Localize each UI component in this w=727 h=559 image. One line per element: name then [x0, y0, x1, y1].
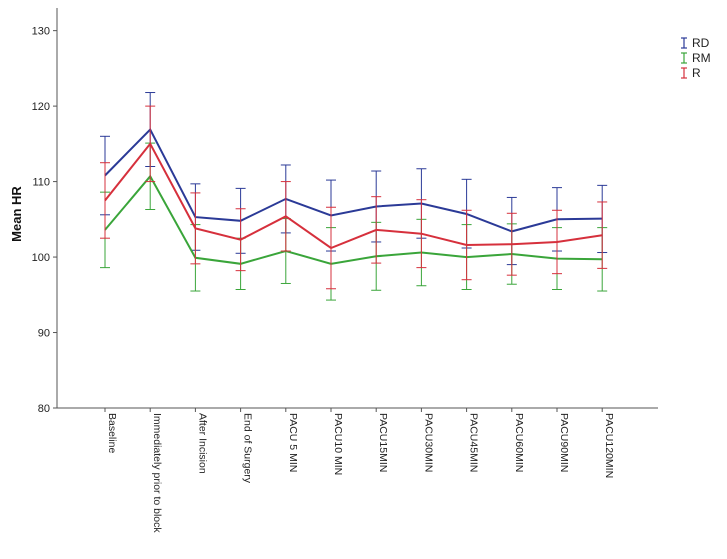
x-tick-label: PACU10 MIN: [332, 413, 344, 475]
series-R: [100, 105, 608, 290]
y-tick-label: 100: [32, 252, 50, 264]
x-tick-label: PACU90MIN: [558, 413, 570, 472]
x-tick-label: PACU45MIN: [468, 413, 480, 472]
x-tick-label: Immediately prior to block: [151, 413, 163, 533]
x-tick-label: PACU60MIN: [513, 413, 525, 472]
series-line: [104, 141, 603, 250]
x-tick-label: PACU 5 MIN: [287, 413, 299, 472]
series-layer: [100, 92, 608, 301]
y-tick-label: 90: [38, 328, 50, 340]
series-RM: [100, 142, 608, 301]
axes: 80 90 100 110 120 130 Baseline Immediately prio…: [32, 8, 658, 533]
series-line: [104, 127, 603, 233]
x-tick-label: Baseline: [106, 413, 118, 453]
legend-label: RD: [692, 36, 710, 50]
legend-item-R: R: [681, 66, 701, 80]
legend-item-RD: RD: [681, 36, 710, 50]
y-tick-label: 120: [32, 101, 50, 113]
legend-label: RM: [692, 51, 711, 65]
x-tick-label: PACU30MIN: [422, 413, 434, 472]
y-axis-title: Mean HR: [9, 186, 24, 242]
x-tick-label: PACU15MIN: [377, 413, 389, 472]
x-tick-label: End of Surgery: [242, 413, 254, 484]
x-tick-label: After Incision: [196, 413, 208, 474]
y-tick-label: 110: [32, 177, 50, 189]
legend-item-RM: RM: [681, 51, 711, 65]
x-tick-label: PACU120MIN: [603, 413, 615, 478]
series-line: [104, 174, 603, 265]
y-tick-label: 80: [38, 403, 50, 415]
y-tick-label: 130: [32, 26, 50, 38]
legend-label: R: [692, 66, 701, 80]
